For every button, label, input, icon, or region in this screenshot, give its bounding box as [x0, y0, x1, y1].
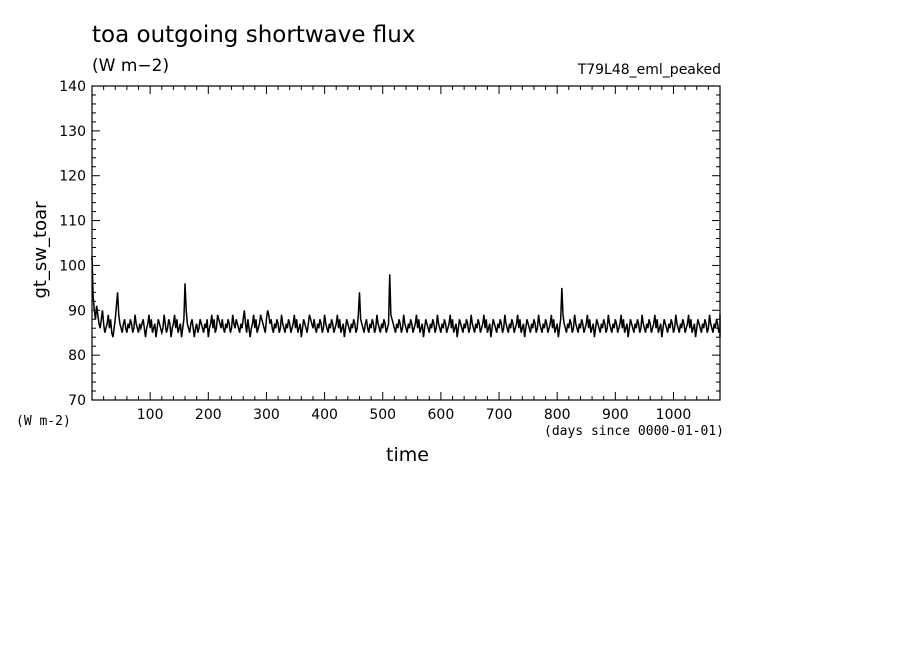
x-axis-units: (days since 0000-01-01) — [544, 424, 725, 439]
experiment-label: T79L48_eml_peaked — [577, 62, 721, 78]
plot-frame — [91, 85, 721, 401]
x-tick-label: 600 — [428, 407, 455, 423]
y-tick-label: 70 — [68, 393, 86, 409]
x-tick-label: 800 — [544, 407, 571, 423]
x-tick-label: 700 — [486, 407, 513, 423]
y-tick-label: 80 — [68, 348, 86, 364]
y-tick-label: 130 — [59, 124, 86, 140]
x-tick-label: 900 — [602, 407, 629, 423]
y-tick-label: 110 — [59, 214, 86, 230]
x-tick-label: 200 — [195, 407, 222, 423]
x-tick-label: 300 — [253, 407, 280, 423]
chart-title: toa outgoing shortwave flux — [92, 22, 416, 48]
y-tick-label: 100 — [59, 258, 86, 274]
chart-subtitle-units: (W m−2) — [92, 56, 170, 76]
y-axis-units: (W m-2) — [16, 414, 71, 429]
x-tick-label: 400 — [311, 407, 338, 423]
y-tick-label: 140 — [59, 79, 86, 95]
y-tick-label: 120 — [59, 169, 86, 185]
x-tick-label: 100 — [137, 407, 164, 423]
x-axis-label: time — [386, 444, 429, 466]
y-tick-label: 90 — [68, 303, 86, 319]
x-tick-label: 1000 — [656, 407, 692, 423]
x-tick-label: 500 — [369, 407, 396, 423]
series-line — [91, 256, 721, 338]
y-axis-label: gt_sw_toar — [30, 201, 51, 299]
